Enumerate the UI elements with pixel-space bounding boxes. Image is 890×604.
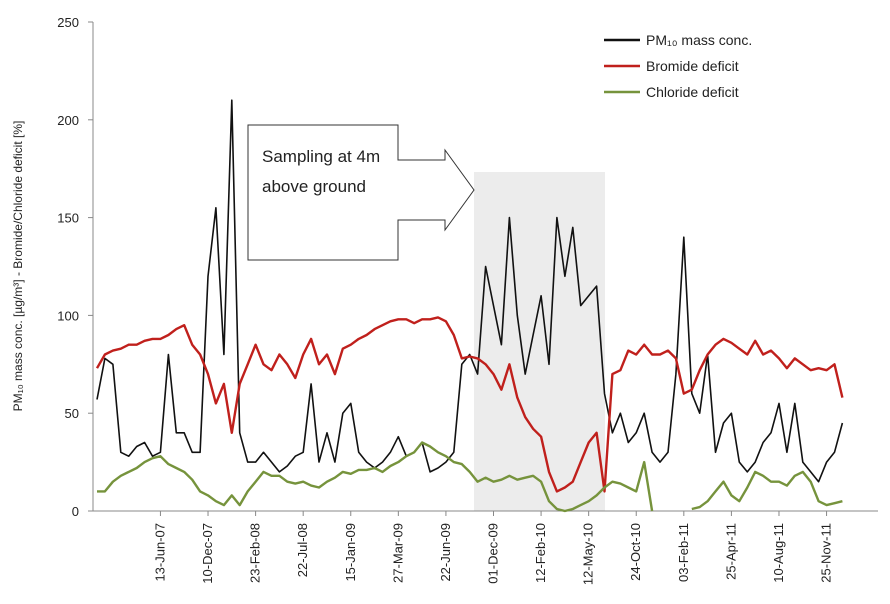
annotation-arrow [247,124,475,261]
x-tick-label: 25-Apr-11 [723,523,738,580]
x-tick-label: 01-Dec-09 [486,523,501,584]
x-tick-label: 12-Feb-10 [533,523,548,583]
x-tick-label: 03-Feb-11 [676,523,691,582]
x-tick-label: 15-Jan-09 [343,523,358,582]
legend-label: Bromide deficit [646,58,739,74]
y-tick-label: 50 [65,406,79,421]
legend-label: PM₁₀ mass conc. [646,32,752,48]
x-tick-label: 23-Feb-08 [248,523,263,583]
x-tick-label: 10-Dec-07 [200,523,215,584]
y-tick-label: 0 [72,504,79,519]
x-tick-label: 12-May-10 [581,523,596,585]
annotation: Sampling at 4m above ground [262,147,381,196]
y-tick-label: 200 [57,113,79,128]
y-tick-label: 150 [57,211,79,226]
series-line [96,99,844,483]
annotation-box: Sampling at 4m above ground [262,147,381,196]
series-line [97,441,843,513]
x-tick-label: 27-Mar-09 [390,523,405,583]
y-axis-label: PM₁₀ mass conc. [µg/m³] - Bromide/Chlori… [11,121,25,412]
x-tick-label: 22-Jul-08 [295,523,310,577]
y-tick-label: 100 [57,308,79,323]
x-tick-label: 13-Jun-07 [152,523,167,582]
x-tick-label: 10-Aug-11 [771,523,786,583]
x-tick-label: 24-Oct-10 [628,523,643,581]
y-tick-label: 250 [57,15,79,30]
series-line [95,316,844,493]
legend-label: Chloride deficit [646,84,739,100]
x-tick-label: 22-Jun-09 [438,523,453,582]
x-tick-label: 25-Nov-11 [819,523,834,583]
highlight-period [474,172,605,511]
